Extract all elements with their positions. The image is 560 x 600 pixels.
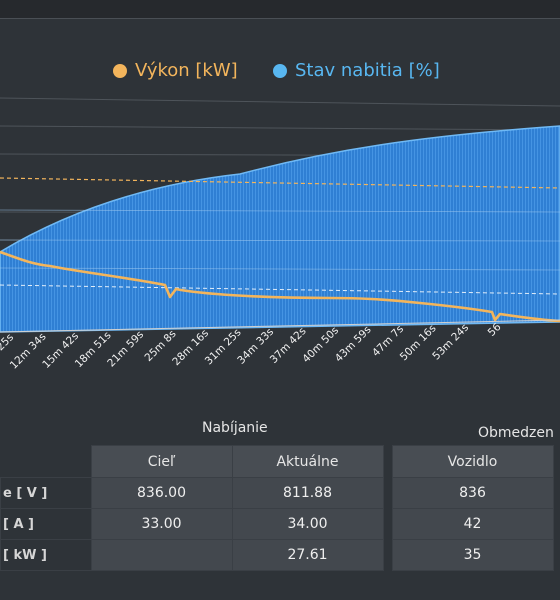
x-tick-label: 43m 59s [333, 324, 374, 365]
legend-item-soc[interactable]: Stav nabitia [%] [273, 60, 440, 81]
x-tick-label: 21m 59s [105, 329, 146, 370]
cell-current: 811.88 [232, 478, 383, 509]
row-label-voltage: e [ V ] [1, 478, 92, 509]
table-row: e [ V ] 836.00 811.88 836 [1, 478, 554, 509]
charging-table: Cieľ Aktuálne Vozidlo e [ V ] 836.00 811… [0, 445, 554, 571]
table-row: [ kW ] 27.61 35 [1, 540, 554, 571]
soc-legend-label: Stav nabitia [%] [295, 60, 440, 81]
limits-title: Obmedzen [478, 425, 554, 441]
cell-vehicle: 836 [392, 478, 553, 509]
table-row: [ A ] 33.00 34.00 42 [1, 509, 554, 540]
x-tick-label: 53m 24s [430, 322, 471, 363]
legend-item-power[interactable]: Výkon [kW] [113, 60, 238, 81]
top-bar [0, 0, 560, 19]
cell-target: 836.00 [91, 478, 232, 509]
cell-target: 33.00 [91, 509, 232, 540]
soc-legend-dot-icon [273, 64, 287, 78]
cell-current: 27.61 [232, 540, 383, 571]
row-label-power: [ kW ] [1, 540, 92, 571]
header-target: Cieľ [91, 446, 232, 478]
cell-vehicle: 35 [392, 540, 553, 571]
header-vehicle: Vozidlo [392, 446, 553, 478]
cell-target [91, 540, 232, 571]
cell-current: 34.00 [232, 509, 383, 540]
table-header-row: Cieľ Aktuálne Vozidlo [1, 446, 554, 478]
cell-vehicle: 42 [392, 509, 553, 540]
row-label-current: [ A ] [1, 509, 92, 540]
chart-legend: Výkon [kW] Stav nabitia [%] [0, 60, 560, 88]
power-legend-dot-icon [113, 64, 127, 78]
table-title: Nabíjanie [202, 420, 268, 436]
header-current: Aktuálne [232, 446, 383, 478]
power-legend-label: Výkon [kW] [135, 60, 238, 81]
soc-area [0, 126, 560, 332]
